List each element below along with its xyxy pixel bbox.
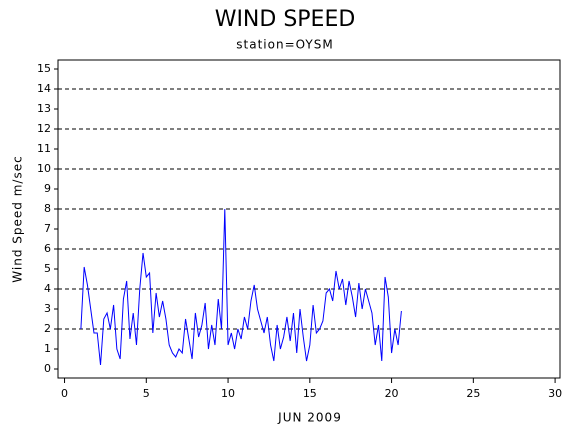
x-tick-label: 30 bbox=[548, 387, 562, 400]
y-tick-label: 9 bbox=[44, 182, 51, 195]
y-tick-label: 12 bbox=[37, 122, 51, 135]
data-line bbox=[80, 208, 402, 366]
x-tick-label: 25 bbox=[466, 387, 480, 400]
x-tick-label: 15 bbox=[303, 387, 317, 400]
x-axis-label: JUN 2009 bbox=[277, 411, 342, 425]
y-tick-label: 1 bbox=[44, 342, 51, 355]
x-tick-label: 20 bbox=[385, 387, 399, 400]
y-tick-label: 5 bbox=[44, 262, 51, 275]
chart-title: WIND SPEED bbox=[215, 7, 356, 32]
y-tick-label: 8 bbox=[44, 202, 51, 215]
y-tick-label: 6 bbox=[44, 242, 51, 255]
y-tick-label: 3 bbox=[44, 302, 51, 315]
chart-subtitle: station=OYSM bbox=[236, 38, 333, 52]
y-tick-label: 0 bbox=[44, 362, 51, 375]
plot-frame bbox=[57, 59, 561, 379]
y-tick-label: 2 bbox=[44, 322, 51, 335]
x-tick-label: 0 bbox=[61, 387, 68, 400]
y-tick-label: 10 bbox=[37, 162, 51, 175]
y-tick-label: 4 bbox=[44, 282, 51, 295]
y-tick-label: 14 bbox=[37, 82, 51, 95]
y-tick-label: 13 bbox=[37, 102, 51, 115]
x-tick-label: 10 bbox=[221, 387, 235, 400]
y-tick-label: 7 bbox=[44, 222, 51, 235]
y-tick-label: 15 bbox=[37, 62, 51, 75]
x-tick-label: 5 bbox=[143, 387, 150, 400]
y-axis-label: Wind Speed m/sec bbox=[11, 155, 25, 282]
y-tick-label: 11 bbox=[37, 142, 51, 155]
